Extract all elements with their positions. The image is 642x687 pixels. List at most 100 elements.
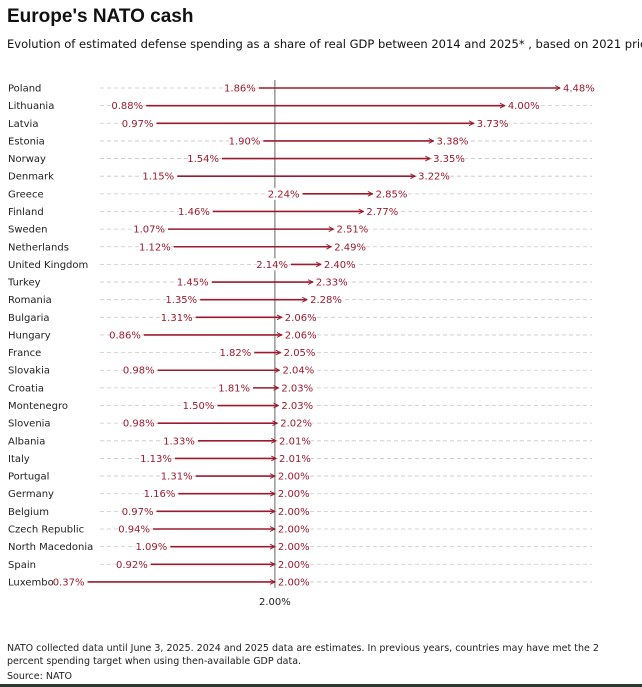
end-value-label: 2.49% — [334, 242, 366, 253]
start-value-label: 1.07% — [133, 225, 165, 236]
start-label-backdrop — [178, 205, 210, 218]
start-value-label: 1.54% — [187, 154, 219, 165]
country-label: Hungary — [8, 330, 51, 341]
end-label-backdrop — [281, 364, 315, 377]
country-label: Czech Republic — [8, 525, 84, 536]
end-value-label: 3.38% — [437, 136, 469, 147]
start-label-backdrop — [53, 575, 85, 588]
end-label-backdrop — [276, 487, 310, 500]
end-value-label: 2.05% — [284, 348, 316, 359]
start-label-backdrop — [161, 470, 193, 483]
start-label-backdrop — [188, 152, 220, 165]
start-value-label: 1.31% — [161, 472, 193, 483]
start-label-backdrop — [257, 258, 289, 271]
start-value-label: 1.33% — [163, 436, 195, 447]
start-value-label: 0.97% — [122, 507, 154, 518]
end-value-label: 2.85% — [376, 189, 408, 200]
bottom-rule — [0, 684, 642, 687]
country-label: Turkey — [7, 278, 41, 289]
reference-label: 2.00% — [259, 597, 291, 608]
country-label: Bulgaria — [8, 313, 49, 324]
country-label: Albania — [8, 436, 45, 447]
start-label-backdrop — [268, 187, 300, 200]
start-label-backdrop — [122, 505, 154, 518]
start-label-backdrop — [119, 523, 151, 535]
end-label-backdrop — [276, 575, 310, 588]
country-label: Croatia — [8, 383, 44, 394]
end-label-backdrop — [276, 558, 310, 571]
country-label: Norway — [8, 154, 46, 165]
end-value-label: 2.33% — [316, 278, 348, 289]
end-value-label: 2.40% — [324, 260, 356, 271]
end-value-label: 3.22% — [418, 172, 450, 183]
start-value-label: 0.37% — [53, 577, 85, 588]
country-label: France — [8, 348, 41, 359]
start-value-label: 1.90% — [229, 136, 261, 147]
end-value-label: 2.77% — [366, 207, 398, 218]
start-label-backdrop — [220, 346, 252, 359]
country-label: Netherlands — [8, 242, 69, 253]
country-label: United Kingdom — [8, 260, 88, 271]
start-value-label: 1.86% — [224, 84, 256, 95]
start-label-backdrop — [109, 328, 141, 341]
end-value-label: 2.03% — [281, 383, 313, 394]
country-label: Portugal — [8, 472, 49, 483]
end-label-backdrop — [280, 399, 314, 412]
end-label-backdrop — [278, 452, 312, 465]
end-value-label: 2.06% — [285, 313, 317, 324]
end-label-backdrop — [562, 82, 595, 94]
country-label: Estonia — [8, 136, 45, 147]
country-label: Spain — [8, 560, 36, 571]
start-label-backdrop — [161, 311, 193, 324]
start-value-label: 0.86% — [109, 330, 141, 341]
end-label-backdrop — [314, 276, 348, 289]
end-value-label: 3.73% — [477, 119, 509, 130]
source-note: Source: NATO — [7, 671, 72, 682]
start-label-backdrop — [163, 434, 195, 447]
chart-title: Europe's NATO cash — [7, 6, 194, 27]
end-value-label: 2.00% — [278, 560, 310, 571]
end-label-backdrop — [283, 311, 317, 324]
start-label-backdrop — [224, 82, 256, 94]
start-value-label: 1.46% — [178, 207, 210, 218]
end-value-label: 2.00% — [278, 472, 310, 483]
start-value-label: 1.09% — [136, 542, 168, 553]
country-label: Sweden — [8, 225, 48, 236]
start-value-label: 0.97% — [122, 119, 154, 130]
country-label: Slovakia — [8, 366, 50, 377]
country-label: Finland — [8, 207, 44, 218]
start-label-backdrop — [140, 452, 172, 465]
dumbbell-chart: 2.00% Poland 1.86% 4.48% Lithuania 0.88% 4.00%… — [7, 80, 595, 608]
start-label-backdrop — [183, 399, 215, 412]
country-label: Greece — [8, 189, 44, 200]
start-label-backdrop — [123, 417, 155, 430]
start-label-backdrop — [122, 117, 154, 130]
country-label: Lithuania — [8, 101, 54, 112]
chart-subtitle: Evolution of estimated defense spending … — [7, 37, 642, 51]
end-label-backdrop — [365, 205, 399, 218]
start-label-backdrop — [136, 540, 168, 553]
start-value-label: 1.31% — [161, 313, 193, 324]
end-label-backdrop — [333, 240, 367, 253]
end-value-label: 2.28% — [310, 295, 342, 306]
country-label: Italy — [8, 454, 30, 465]
start-label-backdrop — [219, 381, 251, 394]
end-label-backdrop — [279, 417, 313, 430]
end-value-label: 2.00% — [278, 542, 310, 553]
end-label-backdrop — [335, 223, 369, 236]
end-value-label: 2.06% — [285, 330, 317, 341]
country-label: North Macedonia — [8, 542, 93, 553]
end-value-label: 2.00% — [278, 577, 310, 588]
start-label-backdrop — [143, 170, 175, 183]
country-label: Romania — [8, 295, 52, 306]
end-label-backdrop — [475, 117, 509, 130]
country-label: Luxembourg — [8, 577, 70, 588]
start-value-label: 1.13% — [140, 454, 172, 465]
start-value-label: 2.14% — [256, 260, 288, 271]
end-value-label: 2.02% — [280, 419, 312, 430]
end-label-backdrop — [276, 505, 310, 518]
country-label: Latvia — [8, 119, 38, 130]
end-label-backdrop — [278, 434, 312, 447]
start-value-label: 0.98% — [123, 419, 155, 430]
start-label-backdrop — [123, 364, 155, 377]
